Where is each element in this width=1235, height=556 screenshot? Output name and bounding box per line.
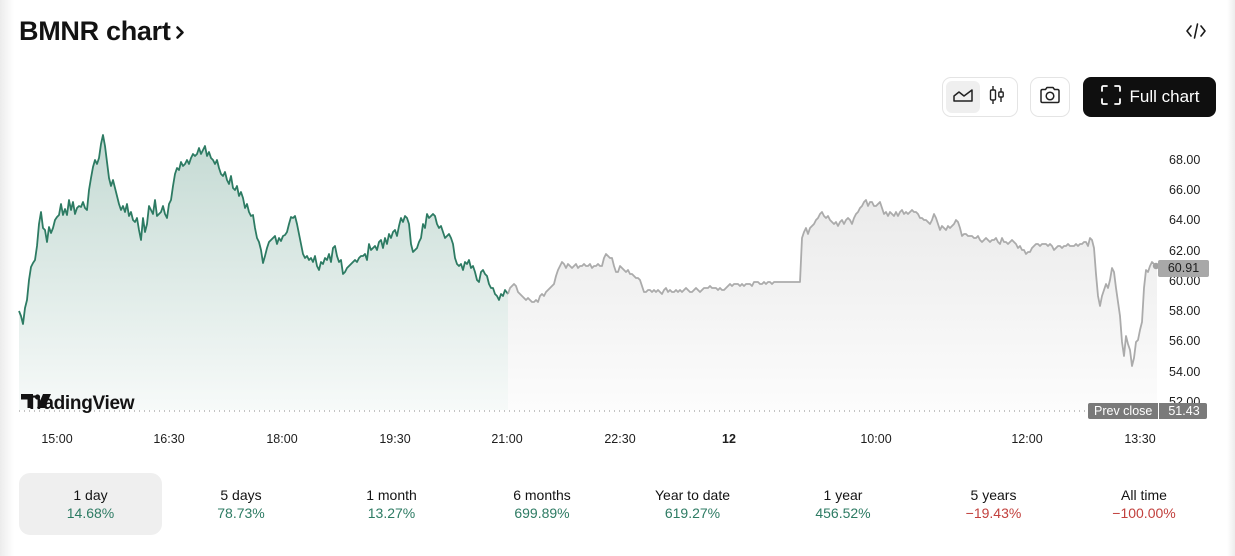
y-tick: 58.00	[1169, 304, 1201, 318]
range-change: 13.27%	[367, 504, 416, 521]
fullscreen-icon	[1100, 84, 1122, 111]
x-tick: 10:00	[860, 432, 892, 446]
range-change: 14.68%	[66, 504, 115, 521]
time-axis: 15:00 16:30 18:00 19:30 21:00 22:30 12 1…	[0, 432, 1235, 448]
y-tick: 66.00	[1169, 183, 1201, 197]
range-change: 456.52%	[815, 504, 871, 521]
x-tick-day: 12	[722, 432, 736, 446]
y-tick: 60.00	[1169, 274, 1201, 288]
x-tick: 13:30	[1124, 432, 1156, 446]
regular-session-line	[507, 199, 1157, 367]
chart-type-toggle	[942, 77, 1018, 117]
range-1-year[interactable]: 1 year 456.52%	[772, 473, 915, 535]
camera-icon	[1039, 86, 1061, 109]
range-1-month[interactable]: 1 month 13.27%	[320, 473, 463, 535]
range-1-day[interactable]: 1 day 14.68%	[19, 473, 162, 535]
range-label: 6 months	[513, 486, 571, 503]
y-tick: 62.00	[1169, 244, 1201, 258]
regular-session-area	[508, 200, 1157, 410]
range-change: 78.73%	[217, 504, 265, 521]
chevron-right-icon	[175, 24, 186, 40]
range-label: 1 year	[823, 486, 863, 503]
y-tick: 54.00	[1169, 365, 1201, 379]
tradingview-wordmark: TradingView	[26, 393, 135, 414]
range-label: Year to date	[655, 486, 730, 503]
extended-session-area	[19, 135, 508, 410]
y-tick: 68.00	[1169, 153, 1201, 167]
candlestick-chart-button[interactable]	[980, 81, 1014, 113]
last-price-marker	[1152, 262, 1160, 270]
page-edge-shadow	[0, 0, 14, 556]
price-chart[interactable]: 68.00 66.00 64.00 62.00 60.00 58.00 56.0…	[0, 120, 1235, 420]
tradingview-logo[interactable]: TradingView	[21, 393, 135, 415]
range-change: −19.43%	[965, 504, 1022, 521]
range-5-days[interactable]: 5 days 78.73%	[170, 473, 313, 535]
area-chart-button[interactable]	[946, 81, 980, 113]
x-tick: 16:30	[153, 432, 185, 446]
y-tick: 64.00	[1169, 213, 1201, 227]
full-chart-label: Full chart	[1129, 87, 1200, 106]
range-label: 5 years	[970, 486, 1017, 503]
candlestick-icon	[988, 85, 1006, 110]
range-change: 699.89%	[514, 504, 570, 521]
snapshot-button[interactable]	[1030, 77, 1070, 117]
x-tick: 15:00	[41, 432, 73, 446]
range-label: 1 day	[73, 486, 108, 503]
prev-close-label: Prev close	[1088, 403, 1159, 419]
range-all-time[interactable]: All time −100.00%	[1073, 473, 1216, 535]
x-tick: 22:30	[604, 432, 636, 446]
chart-canvas	[18, 134, 1160, 412]
embed-code-button[interactable]	[1182, 20, 1210, 46]
range-label: All time	[1121, 486, 1167, 503]
area-chart-icon	[952, 87, 974, 108]
last-price-label: 60.91	[1158, 260, 1209, 277]
range-label: 1 month	[366, 486, 417, 503]
prev-close-badge: Prev close 51.43	[1088, 403, 1207, 419]
chart-title-link[interactable]: BMNR chart	[19, 16, 186, 47]
range-6-months[interactable]: 6 months 699.89%	[471, 473, 614, 535]
chart-toolbar: Full chart	[942, 77, 1216, 117]
x-tick: 19:30	[379, 432, 411, 446]
range-change: 619.27%	[664, 504, 721, 521]
prev-close-value: 51.43	[1159, 403, 1207, 419]
range-change: −100.00%	[1112, 504, 1176, 521]
page-title: BMNR chart	[19, 16, 171, 46]
y-tick: 56.00	[1169, 334, 1201, 348]
x-tick: 18:00	[266, 432, 298, 446]
code-embed-icon	[1185, 22, 1207, 45]
range-5-years[interactable]: 5 years −19.43%	[922, 473, 1065, 535]
range-label: 5 days	[220, 486, 262, 503]
page-edge-shadow-right	[1227, 0, 1235, 556]
range-year-to-date[interactable]: Year to date 619.27%	[621, 473, 764, 535]
extended-session-line	[18, 134, 509, 325]
full-chart-button[interactable]: Full chart	[1083, 77, 1216, 117]
time-range-selector: 1 day 14.68% 5 days 78.73% 1 month 13.27…	[19, 473, 1223, 535]
y-tick: 52.00	[1169, 395, 1201, 403]
x-tick: 12:00	[1011, 432, 1043, 446]
x-tick: 21:00	[491, 432, 523, 446]
